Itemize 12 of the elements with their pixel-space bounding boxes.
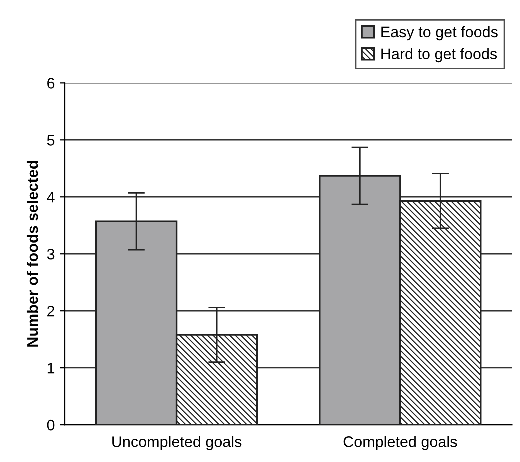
legend-label: Hard to get foods [382, 48, 498, 63]
y-tick-label: 5 [47, 135, 55, 146]
legend-label: Easy to get foods [382, 26, 498, 41]
y-tick-label: 0 [47, 420, 55, 431]
x-tick-label: Completed goals [344, 436, 458, 450]
y-tick-label: 6 [48, 78, 55, 89]
y-tick-label: 2 [48, 306, 55, 317]
y-tick-label: 1 [48, 363, 55, 374]
y-tick-label: 4 [47, 192, 55, 203]
y-axis-title: Number of foods selected [26, 161, 38, 347]
x-tick-label: Uncompleted goals [112, 436, 242, 450]
y-tick-label: 3 [47, 248, 55, 260]
